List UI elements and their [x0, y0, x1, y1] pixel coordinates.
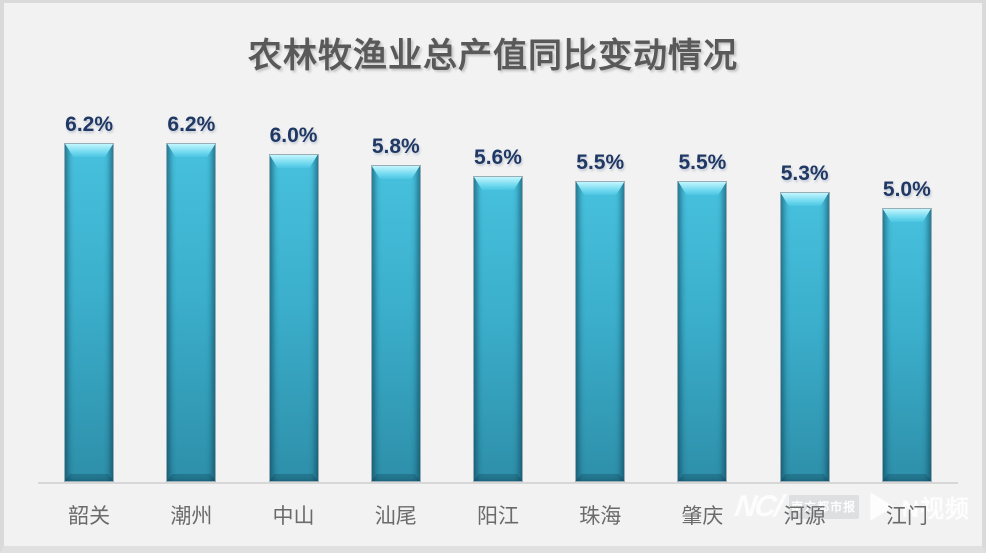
- category-label: 汕尾: [374, 505, 417, 528]
- x-axis-line: [38, 482, 958, 484]
- bar-value-label: 5.3%: [780, 162, 829, 185]
- bar-value-label: 6.0%: [269, 124, 318, 147]
- bar-value-label: 5.8%: [371, 135, 420, 158]
- bar: [576, 182, 625, 481]
- bar: [269, 155, 318, 481]
- bar-column: 6.2% 韶关: [38, 3, 140, 546]
- bar: [678, 182, 727, 481]
- bar-column: 6.0% 中山: [242, 3, 344, 546]
- bar: [167, 144, 216, 481]
- bar-value-label: 5.5%: [678, 151, 727, 174]
- category-label: 潮州: [170, 505, 213, 528]
- bar-value-label: 6.2%: [167, 113, 216, 136]
- bar-value-label: 5.0%: [882, 178, 931, 201]
- category-label: 肇庆: [681, 505, 724, 528]
- bar-column: 6.2% 潮州: [140, 3, 242, 546]
- bar-value-label: 6.2%: [65, 113, 114, 136]
- category-label: 中山: [272, 505, 315, 528]
- bar-value-label: 5.5%: [576, 151, 625, 174]
- category-label: 韶关: [68, 505, 111, 528]
- bar-column: 5.5% 肇庆: [651, 3, 753, 546]
- bar-series: 6.2% 韶关 6.2% 潮州 6.0% 中山 5.8% 汕尾 5.6% 阳江 5.5% 珠海 5.5%…: [38, 3, 958, 546]
- bar-value-label: 5.6%: [474, 146, 522, 169]
- category-label: 河源: [783, 505, 826, 528]
- category-label: 珠海: [579, 505, 622, 528]
- bar-column: 5.5% 珠海: [549, 3, 651, 546]
- plot-area: 6.2% 韶关 6.2% 潮州 6.0% 中山 5.8% 汕尾 5.6% 阳江 5.5% 珠海 5.5%…: [38, 3, 958, 546]
- category-label: 江门: [885, 505, 928, 528]
- chart-title: 农林牧渔业总产值同比变动情况: [248, 37, 738, 75]
- bar: [371, 166, 420, 481]
- bar: [473, 177, 522, 481]
- bar-column: 5.6% 阳江: [447, 3, 549, 546]
- category-label: 阳江: [476, 505, 519, 528]
- bar-column: 5.3% 河源: [754, 3, 856, 546]
- bar-column: 5.0% 江门: [856, 3, 958, 546]
- bar: [882, 209, 931, 481]
- bar: [780, 193, 829, 481]
- bar: [65, 144, 114, 481]
- bar-column: 5.8% 汕尾: [345, 3, 447, 546]
